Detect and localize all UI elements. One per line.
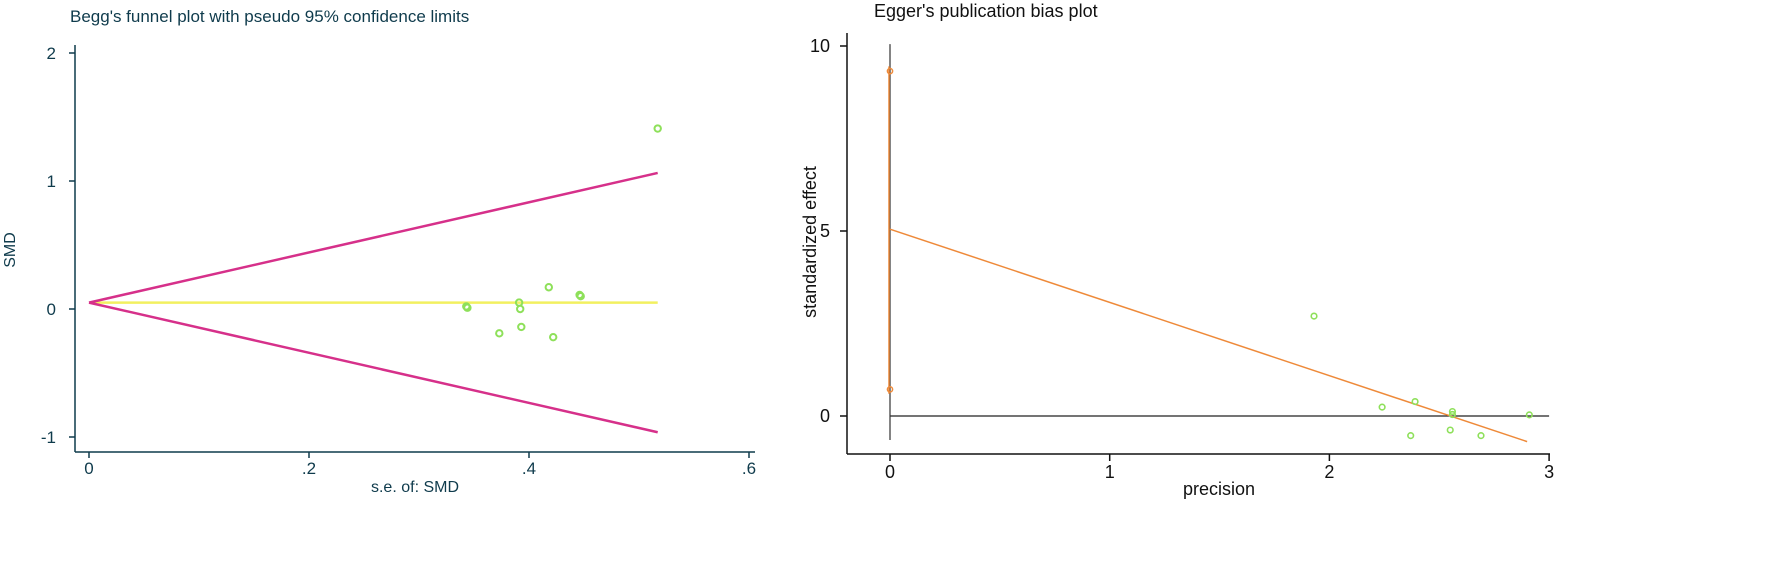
- egger-study-point: [1525, 411, 1533, 419]
- begg-y-tick-label: -1: [41, 428, 56, 447]
- begg-upper-limit-line: [88, 171, 658, 304]
- egger-study-point: [1411, 397, 1419, 406]
- egger-y-axis-label: standardized effect: [800, 166, 820, 318]
- egger-x-axis-label: precision: [1183, 479, 1255, 499]
- egger-points: [886, 67, 1533, 440]
- begg-study-point: [517, 322, 526, 332]
- egger-study-point: [1446, 426, 1454, 434]
- begg-x-ticks: 0 .2 .4 .6: [84, 452, 756, 478]
- begg-study-point: [549, 332, 558, 342]
- egger-x-ticks: 0 1 2 3: [885, 454, 1554, 482]
- egger-study-point: [1407, 432, 1415, 440]
- egger-y-ticks: 0 5 10: [810, 36, 847, 426]
- egger-x-tick-label: 1: [1105, 462, 1115, 482]
- begg-x-tick-label: .6: [742, 459, 756, 478]
- egger-x-tick-label: 0: [885, 462, 895, 482]
- begg-study-point: [495, 329, 504, 338]
- egger-title: Egger's publication bias plot: [874, 1, 1098, 21]
- egger-study-point: [1378, 403, 1386, 411]
- begg-funnel-panel: Begg's funnel plot with pseudo 95% confi…: [2, 7, 756, 496]
- egger-x-tick-label: 3: [1544, 462, 1554, 482]
- begg-study-point: [544, 283, 553, 292]
- egger-intercept-point: [886, 67, 894, 75]
- begg-study-point: [653, 124, 662, 133]
- begg-y-ticks: -1 0 1 2: [41, 44, 75, 447]
- begg-y-tick-label: 1: [47, 172, 56, 191]
- begg-x-tick-label: 0: [84, 459, 93, 478]
- egger-regression-line: [889, 228, 1528, 443]
- begg-y-tick-label: 0: [47, 300, 56, 319]
- begg-study-point: [463, 303, 472, 312]
- egger-study-point: [1448, 410, 1457, 419]
- egger-y-tick-label: 5: [820, 221, 830, 241]
- egger-x-tick-label: 2: [1324, 462, 1334, 482]
- begg-points: [462, 124, 662, 342]
- egger-study-point: [1477, 432, 1485, 440]
- begg-x-tick-label: .4: [522, 459, 536, 478]
- begg-y-tick-label: 2: [47, 44, 56, 63]
- begg-reference-lines: [88, 171, 658, 434]
- begg-study-point: [516, 304, 525, 314]
- begg-study-point: [576, 292, 585, 301]
- begg-x-tick-label: .2: [302, 459, 316, 478]
- egger-reference-lines: [888, 44, 1550, 443]
- begg-title: Begg's funnel plot with pseudo 95% confi…: [70, 7, 469, 26]
- begg-x-axis-label: s.e. of: SMD: [371, 479, 459, 496]
- begg-y-axis-label: SMD: [2, 232, 19, 268]
- egger-study-point: [1448, 407, 1457, 416]
- egger-study-point: [1310, 312, 1318, 320]
- egger-y-tick-label: 10: [810, 36, 830, 56]
- egger-intercept-point: [886, 386, 894, 393]
- begg-lower-limit-line: [88, 301, 658, 434]
- egger-y-tick-label: 0: [820, 406, 830, 426]
